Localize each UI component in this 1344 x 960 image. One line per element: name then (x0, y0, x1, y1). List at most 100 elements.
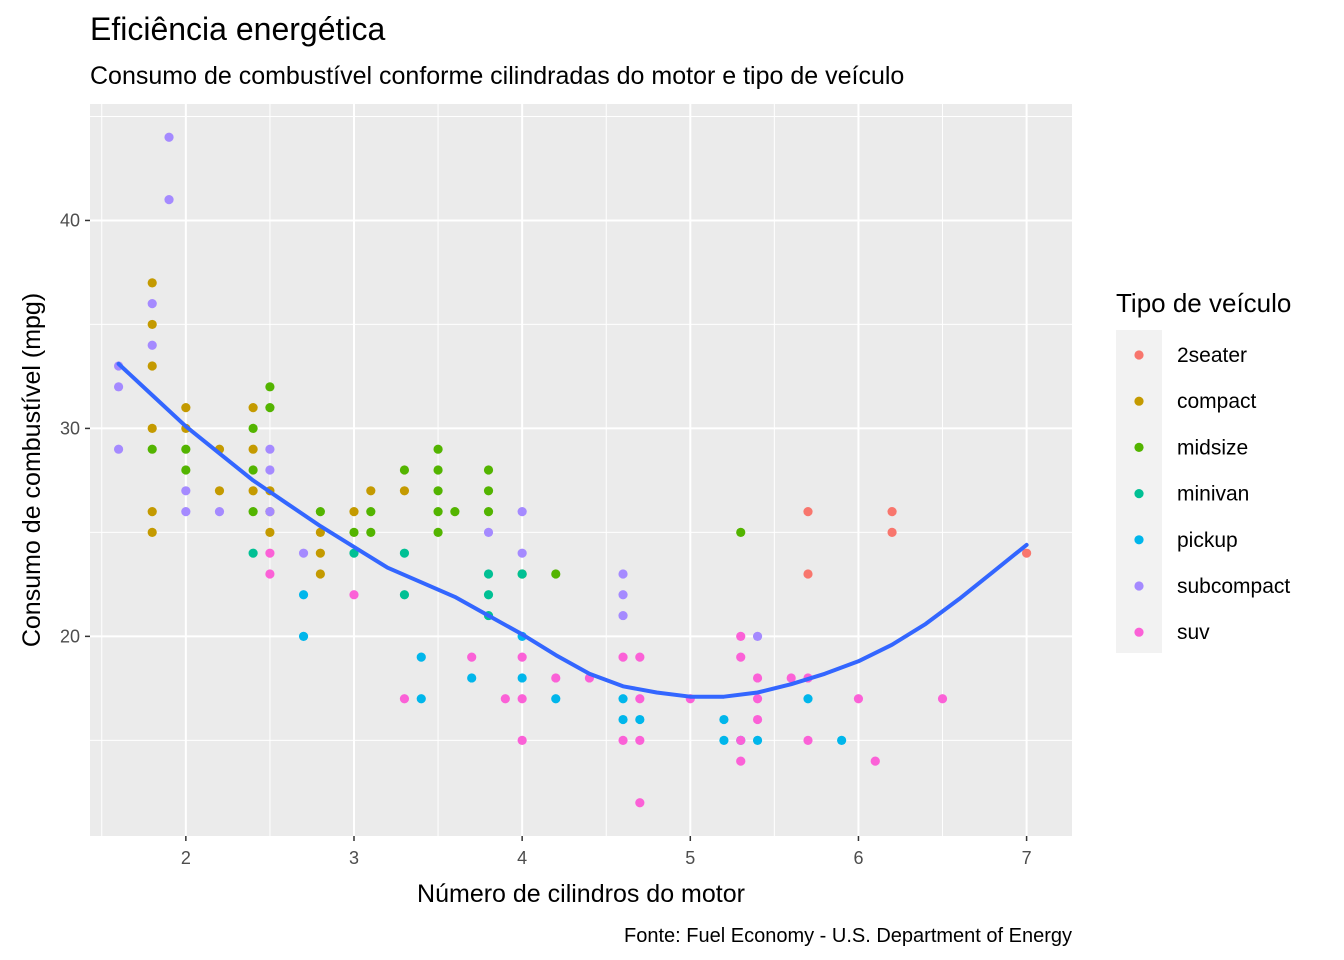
point-suv (752, 694, 763, 704)
legend-key-minivan (1134, 489, 1144, 499)
point-pickup (618, 714, 628, 725)
point-midsize (147, 444, 157, 454)
point-suv (618, 652, 628, 662)
y-tick-label: 30 (60, 418, 80, 438)
point-2seater (803, 506, 813, 517)
point-midsize (450, 506, 460, 517)
point-suv (853, 694, 864, 704)
point-suv (870, 756, 880, 766)
point-midsize (483, 465, 494, 475)
point-subcompact (164, 132, 174, 142)
point-compact (147, 319, 157, 330)
point-midsize (248, 506, 258, 517)
point-suv (752, 673, 763, 683)
point-suv (399, 694, 410, 704)
point-suv (635, 694, 645, 704)
point-subcompact (147, 340, 157, 350)
point-midsize (181, 444, 191, 454)
point-compact (399, 486, 410, 496)
point-minivan (483, 590, 494, 600)
point-subcompact (298, 548, 309, 558)
point-subcompact (265, 506, 275, 517)
point-suv (635, 735, 645, 745)
point-compact (349, 506, 359, 517)
point-suv (349, 590, 359, 600)
point-minivan (483, 569, 494, 579)
point-minivan (349, 548, 359, 558)
point-2seater (887, 506, 897, 517)
point-suv (517, 652, 527, 662)
point-midsize (433, 486, 443, 496)
point-pickup (719, 735, 729, 745)
legend-label-subcompact: subcompact (1177, 575, 1290, 598)
x-axis-label: Número de cilindros do motor (417, 880, 745, 908)
point-2seater (887, 527, 897, 537)
point-subcompact (181, 486, 191, 496)
point-pickup (837, 735, 847, 745)
point-suv (736, 756, 746, 766)
x-tick-label: 4 (517, 848, 527, 868)
point-midsize (399, 465, 410, 475)
point-pickup (467, 673, 477, 683)
smooth-line (116, 361, 1029, 699)
point-compact (147, 506, 157, 517)
point-subcompact (483, 527, 494, 537)
legend-title: Tipo de veículo (1116, 288, 1291, 318)
point-minivan (248, 548, 258, 558)
point-compact (315, 569, 325, 579)
point-compact (147, 423, 157, 434)
point-subcompact (147, 299, 157, 309)
point-subcompact (618, 569, 628, 579)
point-compact (181, 403, 191, 413)
point-minivan (399, 548, 410, 558)
point-midsize (248, 423, 258, 434)
point-compact (147, 278, 157, 288)
point-pickup (752, 735, 763, 745)
point-subcompact (181, 506, 191, 517)
point-pickup (298, 590, 309, 600)
point-midsize (366, 527, 376, 537)
point-subcompact (113, 382, 124, 392)
point-pickup (618, 694, 628, 704)
legend-label-suv: suv (1177, 621, 1210, 644)
point-midsize (265, 403, 275, 413)
point-midsize (551, 569, 561, 579)
point-suv (517, 694, 527, 704)
legend-key-2seater (1134, 350, 1144, 360)
point-pickup (416, 694, 426, 704)
point-midsize (265, 382, 275, 392)
point-suv (500, 694, 510, 704)
point-2seater (1021, 548, 1032, 558)
point-suv (736, 735, 746, 745)
legend-key-midsize (1134, 442, 1144, 452)
point-midsize (433, 444, 443, 454)
point-pickup (517, 673, 527, 683)
y-axis: 20 30 40 (60, 210, 90, 646)
point-midsize (181, 465, 191, 475)
point-suv (551, 673, 561, 683)
point-suv (265, 569, 275, 579)
point-compact (147, 361, 157, 371)
point-minivan (517, 569, 527, 579)
point-midsize (366, 506, 376, 517)
point-midsize (433, 506, 443, 517)
point-pickup (298, 631, 309, 641)
point-compact (315, 527, 325, 537)
point-subcompact (618, 590, 628, 600)
y-tick-label: 20 (60, 626, 80, 646)
legend-label-midsize: midsize (1177, 436, 1248, 459)
point-2seater (803, 569, 813, 579)
point-compact (265, 527, 275, 537)
point-suv (752, 714, 763, 725)
caption: Fonte: Fuel Economy - U.S. Department of… (624, 925, 1072, 947)
point-compact (248, 486, 258, 496)
point-suv (467, 652, 477, 662)
point-midsize (248, 465, 258, 475)
y-axis-label: Consumo de combustível (mpg) (18, 293, 46, 647)
point-suv (635, 652, 645, 662)
chart-subtitle: Consumo de combustível conforme cilindra… (90, 62, 904, 90)
x-tick-label: 7 (1022, 848, 1032, 868)
point-pickup (551, 694, 561, 704)
point-subcompact (113, 444, 124, 454)
